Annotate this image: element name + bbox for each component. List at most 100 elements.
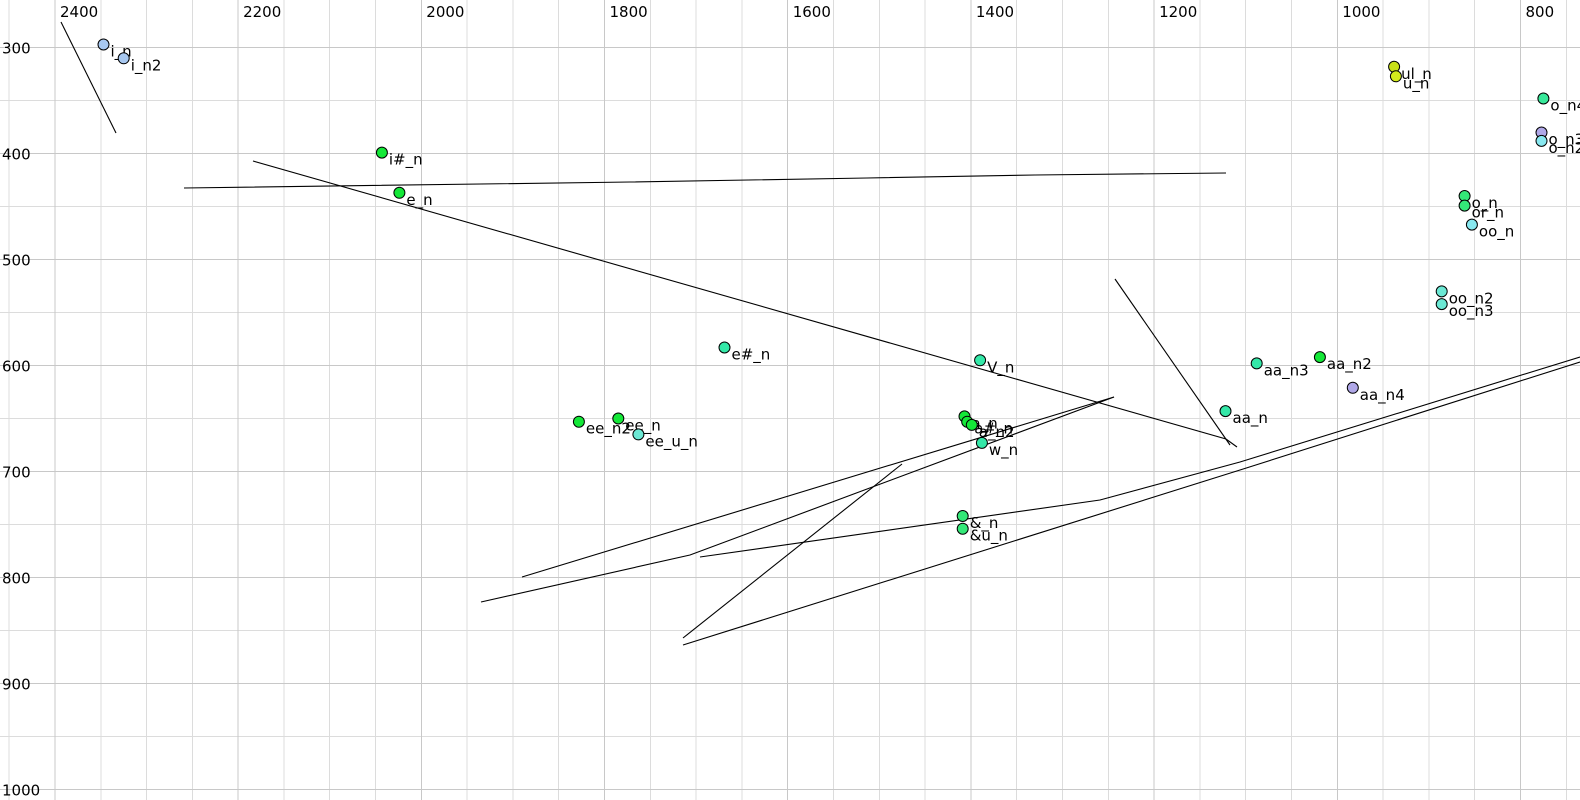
data-point-aa-n3[interactable]: aa_n3 [1250,357,1309,381]
data-point-o-n[interactable]: o_n [1458,190,1498,214]
data-point-marker[interactable] [97,38,110,51]
data-point-label: o_n [1472,194,1498,213]
x-tick-label: 800 [1526,3,1555,21]
data-point-or-n[interactable]: or_n [1458,199,1504,223]
data-point-aa-n2[interactable]: aa_n2 [1313,351,1372,375]
track-o-rise [1114,278,1231,446]
data-point-marker[interactable] [1535,134,1548,147]
data-point-i-n2[interactable]: i_n2 [117,52,162,76]
track-amp-2 [682,361,1580,646]
track-diag-up [480,396,1115,603]
data-point-o-n2[interactable]: o_n2 [1535,134,1580,158]
data-point-label: e_n [406,191,432,210]
data-point-marker[interactable] [1389,70,1402,83]
data-point-marker[interactable] [632,428,645,441]
track-i [60,21,117,134]
data-point-marker[interactable] [612,412,625,425]
data-point-ee-u-n[interactable]: ee_u_n [632,428,698,452]
y-tick-label: 600 [2,358,31,376]
data-point-marker[interactable] [1537,92,1550,105]
y-tick-label: 700 [2,464,31,482]
data-point-e-n[interactable]: e#_n [718,341,771,365]
data-point-label: a#_n [974,420,1013,439]
data-point-marker[interactable] [956,522,969,535]
data-point-u-n[interactable]: u_n [1389,70,1430,94]
x-axis-tick-labels: 2400 2200 2000 1800 1600 1400 1200 1000 800 [60,3,1554,21]
data-point-marker[interactable] [1219,405,1232,418]
data-point-label: aa_n3 [1264,361,1309,380]
data-point-e-n[interactable]: e_n [393,186,433,210]
y-axis-tick-labels: 300 400 500 600 700 800 900 1000 [2,40,40,800]
data-point-label: oo_n [1479,223,1514,242]
data-point-marker[interactable] [393,186,406,199]
track-aa-2 [699,356,1580,558]
data-point-oo-n2[interactable]: oo_n2 [1435,285,1494,309]
x-tick-label: 1800 [610,3,648,21]
data-point-label: ul_n [1401,65,1432,84]
data-point-marker[interactable] [974,354,987,367]
data-point-oo-n3[interactable]: oo_n3 [1435,298,1494,322]
data-point-w-n[interactable]: w_n [975,436,1018,460]
x-tick-label: 1000 [1342,3,1380,21]
data-point-marker[interactable] [1435,285,1448,298]
x-tick-label: 1400 [976,3,1014,21]
data-point-label: o_n3 [1549,131,1580,150]
data-point-n[interactable]: &_n [956,510,999,534]
data-point-label: oo_n2 [1449,289,1494,308]
data-point-label: i_n2 [131,56,162,75]
data-point-marker[interactable] [1313,351,1326,364]
data-point-o-n3[interactable]: o_n3 [1535,126,1580,150]
data-point-label: aa_n2 [1327,355,1372,374]
data-point-ee-n2[interactable]: ee_n2 [572,415,631,439]
data-point-label: ee_n2 [586,420,631,439]
data-point-oo-n[interactable]: oo_n [1465,218,1514,242]
data-point-marker[interactable] [1346,381,1359,394]
data-point-marker[interactable] [1250,357,1263,370]
data-point-marker[interactable] [1465,218,1478,231]
data-point-label: u_n [1403,74,1430,93]
data-point-i-n[interactable]: i#_n [375,146,423,170]
data-point-ul-n[interactable]: ul_n [1388,60,1432,84]
data-point-marker[interactable] [1458,199,1471,212]
y-tick-label: 1000 [2,781,40,799]
track-aa-1 [521,396,1115,578]
data-points-layer[interactable]: i_ni_n2ul_nu_no_n4o_n3o_n2i#_ne_no_nor_n… [97,38,1580,546]
data-point-label: i#_n [389,151,423,170]
data-point-label: ee_u_n [645,432,697,451]
data-point-marker[interactable] [375,146,388,159]
data-point-marker[interactable] [965,418,978,431]
data-point-a-n2[interactable]: a_n2 [965,418,1015,442]
data-point-label: aa_n [1233,409,1268,428]
data-point-label: &_n [970,514,999,533]
data-point-marker[interactable] [718,341,731,354]
data-point-aa-n4[interactable]: aa_n4 [1346,381,1405,405]
y-tick-label: 900 [2,675,31,693]
data-point-label: a_n [972,414,998,433]
x-tick-label: 2000 [426,3,464,21]
y-tick-label: 500 [2,252,31,270]
data-point-marker[interactable] [956,510,969,522]
data-point-aa-n[interactable]: aa_n [1219,405,1268,429]
data-point-u-n[interactable]: &u_n [956,522,1008,546]
track-amp-1 [682,463,903,639]
data-point-label: &u_n [970,527,1008,546]
track-ul [183,172,1227,189]
data-point-v-n[interactable]: V_n [974,354,1015,378]
x-tick-label: 2400 [60,3,98,21]
data-point-label: o_n4 [1550,97,1580,116]
x-tick-label: 1200 [1159,3,1197,21]
y-tick-label: 800 [2,570,31,588]
data-point-marker[interactable] [117,52,130,65]
connector-lines-layer [60,21,1580,646]
data-point-marker[interactable] [572,415,585,428]
data-point-label: e#_n [732,346,771,365]
data-point-marker[interactable] [975,436,988,449]
x-tick-label: 1600 [793,3,831,21]
data-point-o-n4[interactable]: o_n4 [1537,92,1580,116]
data-point-marker[interactable] [1435,298,1448,311]
